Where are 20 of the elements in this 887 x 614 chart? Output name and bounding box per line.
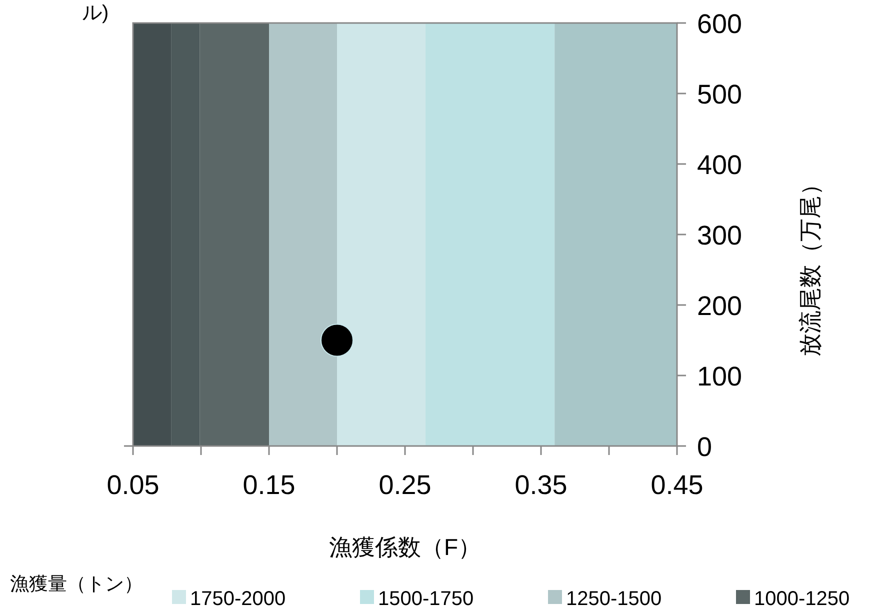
- x-tick-label: 0.45: [650, 470, 704, 500]
- legend-label: 1500-1750: [378, 588, 474, 610]
- y-tick-label: 0: [697, 432, 712, 462]
- x-tick-label: 0.35: [514, 470, 568, 500]
- text: ル): [82, 2, 109, 24]
- y-tick-label: 400: [697, 150, 742, 180]
- x-tick-label: 0.15: [242, 470, 296, 500]
- x-tick-label: 0.05: [106, 470, 160, 500]
- legend-label: 1750-2000: [190, 588, 286, 610]
- y-tick-label: 500: [697, 80, 742, 110]
- y-tick-label: 100: [697, 362, 742, 392]
- y-tick-label: 200: [697, 291, 742, 321]
- y-axis-title: 放流尾数（万尾）: [797, 172, 823, 356]
- x-tick-label: 0.25: [378, 470, 432, 500]
- legend-label: 1000-1250: [754, 588, 850, 610]
- y-tick-label: 600: [697, 9, 742, 39]
- x-axis-title: 漁獲係数（F）: [328, 534, 482, 560]
- legend-label: 1250-1500: [566, 588, 662, 610]
- y-tick-label: 300: [697, 220, 742, 250]
- legend-title: 漁獲量（トン）: [10, 574, 143, 595]
